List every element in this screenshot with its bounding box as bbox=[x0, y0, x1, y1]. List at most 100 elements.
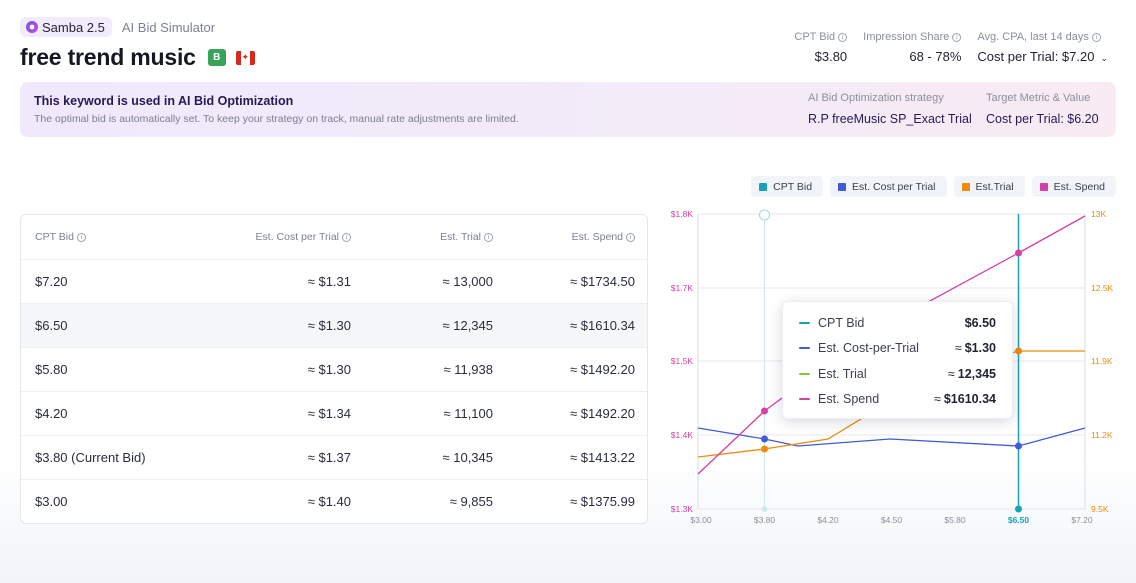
brand-pill[interactable]: Samba 2.5 bbox=[20, 17, 112, 37]
cell-trial: ≈ 11,938 bbox=[443, 362, 493, 377]
point-cost-per-trial bbox=[1015, 442, 1022, 450]
metric-cpt-bid: CPT Bid i $3.80 bbox=[794, 31, 848, 64]
page-subtitle: AI Bid Simulator bbox=[121, 19, 216, 35]
brand-name: Samba 2.5 bbox=[42, 19, 105, 35]
legend-trial[interactable]: Est.Trial bbox=[953, 176, 1025, 197]
left-tick-label: $1.7K bbox=[671, 283, 694, 293]
avg-cpa-dropdown[interactable]: Cost per Trial: $7.20 ⌄ bbox=[977, 49, 1108, 64]
legend-label: Est. Cost per Trial bbox=[852, 180, 936, 193]
target-block: Target Metric & Value Cost per Trial: $6… bbox=[986, 92, 1099, 126]
metric-label: CPT Bid bbox=[794, 31, 836, 43]
strategy-block: AI Bid Optimization strategy R.P freeMus… bbox=[808, 92, 972, 126]
header-label: Est. Trial bbox=[440, 231, 481, 243]
x-tick-label: $3.00 bbox=[690, 515, 712, 525]
series-line-swatch bbox=[799, 322, 810, 324]
legend-label: Est. Spend bbox=[1053, 180, 1105, 193]
header-cpt-bid[interactable]: CPT Bid i bbox=[35, 215, 86, 259]
cell-spend: ≈ $1734.50 bbox=[570, 274, 635, 289]
left-tick-label: $1.4K bbox=[671, 430, 694, 440]
info-icon[interactable]: i bbox=[952, 32, 962, 42]
tooltip-name: Est. Cost-per-Trial bbox=[818, 341, 919, 355]
keyword-title: free trend music bbox=[20, 44, 196, 70]
header-label: CPT Bid bbox=[35, 231, 74, 243]
series-line-swatch bbox=[799, 373, 810, 375]
cell-trial: ≈ 12,345 bbox=[442, 318, 493, 333]
current-bid-marker-icon bbox=[759, 209, 770, 221]
legend-swatch bbox=[1039, 182, 1048, 191]
legend-label: CPT Bid bbox=[773, 180, 813, 193]
header-label: Est. Cost per Trial bbox=[255, 231, 339, 243]
series-line-swatch bbox=[799, 398, 810, 400]
right-tick-label: 9.5K bbox=[1091, 504, 1109, 514]
cell-cpt-bid: $6.50 bbox=[35, 318, 68, 333]
right-tick-label: 13K bbox=[1091, 209, 1106, 219]
cell-cost-per-trial: ≈ $1.37 bbox=[307, 450, 351, 465]
header-trial[interactable]: Est. Trial i bbox=[440, 215, 493, 259]
table-header-row: CPT Bid i Est. Cost per Trial i Est. Trial… bbox=[21, 215, 647, 259]
legend-cpt-bid[interactable]: CPT Bid bbox=[751, 176, 824, 197]
header-spend[interactable]: Est. Spend i bbox=[572, 215, 635, 259]
cell-cpt-bid: $3.00 bbox=[35, 494, 68, 509]
tooltip-value-text: 12,345 bbox=[957, 367, 996, 381]
legend-label: Est.Trial bbox=[975, 180, 1014, 193]
cell-cost-per-trial: ≈ $1.31 bbox=[307, 274, 351, 289]
right-tick-label: 12.5K bbox=[1091, 283, 1114, 293]
table-row[interactable]: $7.20 ≈ $1.31 ≈ 13,000 ≈ $1734.50 bbox=[21, 259, 647, 303]
legend-swatch bbox=[838, 182, 847, 191]
left-tick-label: $1.3K bbox=[671, 504, 694, 514]
approx-symbol: ≈ bbox=[933, 392, 941, 406]
header-cost-per-trial[interactable]: Est. Cost per Trial i bbox=[256, 215, 351, 259]
metric-value: $3.80 bbox=[814, 49, 848, 64]
metric-label: Impression Share bbox=[863, 31, 950, 43]
chart-legend: CPT Bid Est. Cost per Trial Est.Trial Es… bbox=[751, 176, 1116, 197]
legend-spend[interactable]: Est. Spend bbox=[1031, 176, 1116, 197]
right-tick-label: 11.9K bbox=[1091, 356, 1113, 366]
tooltip-row-cost-per-trial: Est. Cost-per-Trial ≈ $1.30 bbox=[799, 339, 996, 357]
cell-cpt-bid: $7.20 bbox=[35, 274, 68, 289]
strategy-value[interactable]: R.P freeMusic SP_Exact Trial bbox=[808, 112, 972, 126]
canada-flag-icon: ✦ bbox=[235, 50, 255, 65]
x-tick-label: $4.50 bbox=[881, 515, 903, 525]
ai-optimization-banner: This keyword is used in AI Bid Optimizat… bbox=[20, 82, 1116, 137]
tooltip-value-text: $6.50 bbox=[964, 316, 996, 330]
info-icon[interactable]: i bbox=[626, 232, 635, 242]
cell-cpt-bid: $5.80 bbox=[35, 362, 68, 377]
info-icon[interactable]: i bbox=[1091, 32, 1101, 42]
brand-row: Samba 2.5 AI Bid Simulator bbox=[20, 17, 215, 37]
info-icon[interactable]: i bbox=[838, 32, 848, 42]
point-spend bbox=[761, 407, 768, 415]
cell-cpt-bid: $4.20 bbox=[35, 406, 68, 421]
point-trial bbox=[1015, 347, 1022, 355]
selected-bid-dot bbox=[1015, 505, 1022, 513]
cell-spend: ≈ $1492.20 bbox=[570, 362, 635, 377]
cell-spend: ≈ $1375.99 bbox=[570, 494, 635, 509]
table-row[interactable]: $4.20 ≈ $1.34 ≈ 11,100 ≈ $1492.20 bbox=[21, 391, 647, 435]
table-row-current-bid[interactable]: $3.80 (Current Bid) ≈ $1.37 ≈ 10,345 ≈ $… bbox=[21, 435, 647, 479]
tooltip-name: Est. Spend bbox=[818, 392, 880, 406]
cell-cost-per-trial: ≈ $1.30 bbox=[307, 318, 351, 333]
tooltip-row-trial: Est. Trial ≈12,345 bbox=[799, 365, 996, 383]
header-metrics: CPT Bid i $3.80 Impression Share i 68 - 78… bbox=[794, 31, 1108, 64]
cell-trial: ≈ 11,100 bbox=[443, 406, 493, 421]
info-icon[interactable]: i bbox=[342, 232, 351, 242]
bid-simulation-table: CPT Bid i Est. Cost per Trial i Est. Trial… bbox=[20, 214, 648, 524]
info-icon[interactable]: i bbox=[76, 232, 86, 242]
legend-cost-per-trial[interactable]: Est. Cost per Trial bbox=[830, 176, 947, 197]
tooltip-value: ≈ $1610.34 bbox=[934, 392, 996, 406]
bid-simulation-chart[interactable]: $1.8K $1.7K $1.5K $1.4K $1.3K 13K 12.5K 11.9K 11… bbox=[660, 204, 1130, 534]
cell-cost-per-trial: ≈ $1.40 bbox=[307, 494, 351, 509]
cell-cost-per-trial: ≈ $1.30 bbox=[307, 362, 351, 377]
current-bid-marker-dot bbox=[761, 506, 768, 512]
info-icon[interactable]: i bbox=[484, 232, 493, 242]
tooltip-value-text: $1.30 bbox=[964, 341, 996, 355]
banner-title: This keyword is used in AI Bid Optimizat… bbox=[34, 94, 294, 108]
right-tick-label: 11.2K bbox=[1091, 430, 1113, 440]
tooltip-name: CPT Bid bbox=[818, 316, 865, 330]
table-row-selected[interactable]: $6.50 ≈ $1.30 ≈ 12,345 ≈ $1610.34 bbox=[21, 303, 647, 347]
table-row[interactable]: $5.80 ≈ $1.30 ≈ 11,938 ≈ $1492.20 bbox=[21, 347, 647, 391]
x-tick-label: $6.50 bbox=[1008, 515, 1030, 525]
metric-avg-cpa: Avg. CPA, last 14 days i Cost per Trial: … bbox=[977, 31, 1108, 64]
tooltip-value: $6.50 bbox=[962, 316, 996, 330]
table-row[interactable]: $3.00 ≈ $1.40 ≈ 9,855 ≈ $1375.99 bbox=[21, 479, 647, 523]
point-spend bbox=[1015, 249, 1022, 257]
